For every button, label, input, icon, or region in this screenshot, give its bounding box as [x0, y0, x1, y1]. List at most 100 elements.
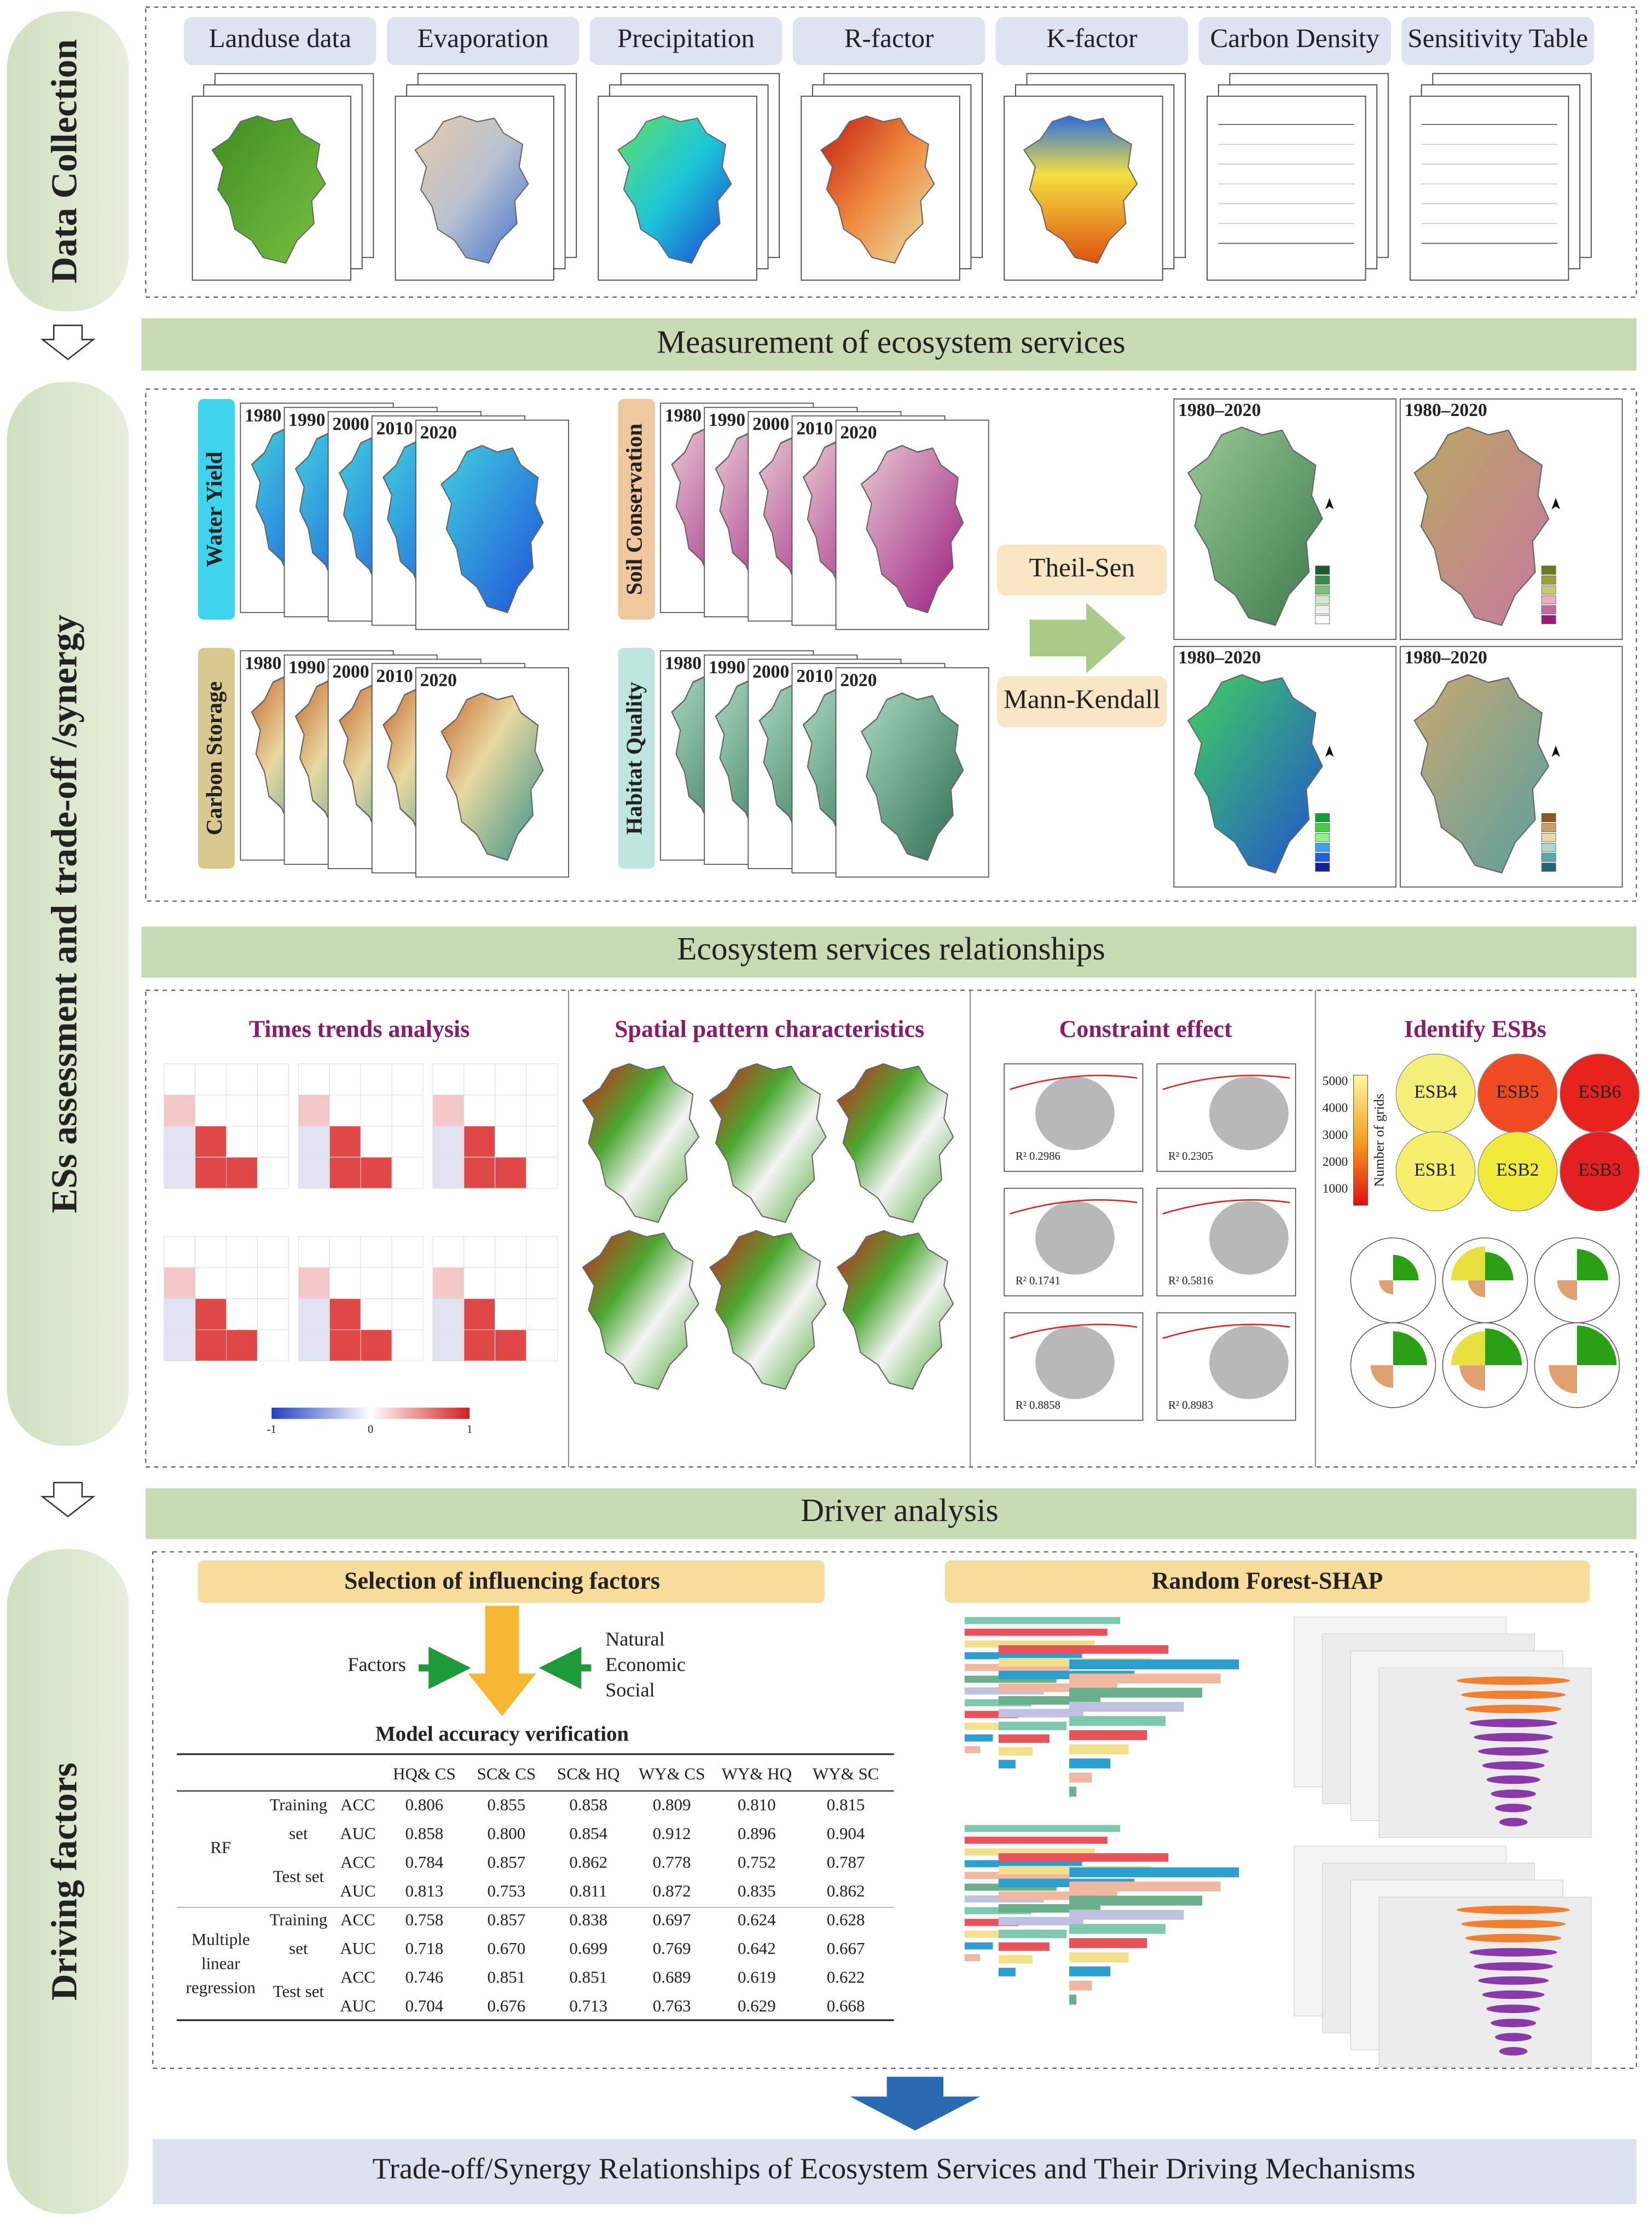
table-cell: 0.858 — [405, 1824, 444, 1843]
boundary-curve — [1162, 1323, 1290, 1339]
table-cell: 0.872 — [653, 1881, 691, 1900]
set-label-line: Training — [270, 1795, 328, 1814]
rose-wedge — [1468, 1280, 1485, 1298]
shap-bar — [998, 1955, 1033, 1964]
shap-violin — [1491, 2019, 1537, 2027]
rose-wedge — [1459, 1365, 1485, 1391]
matrix-cell — [298, 1329, 330, 1361]
shap-bar — [998, 1747, 1033, 1756]
legend-swatch — [1315, 823, 1330, 832]
page-sheet — [1410, 95, 1569, 281]
model-label-line: regression — [186, 1978, 256, 1997]
year-label: 1990 — [288, 410, 325, 430]
esb-circle — [1395, 1131, 1476, 1212]
boundary-curve — [1162, 1199, 1290, 1215]
map — [709, 1063, 827, 1223]
matrix-cell — [463, 1157, 496, 1189]
matrix-cell — [432, 1095, 465, 1126]
shap-bar — [964, 1942, 993, 1950]
matrix-cell — [391, 1329, 424, 1361]
matrix-cell — [164, 1267, 196, 1299]
shap-violin — [1461, 1919, 1566, 1928]
input-tag — [1198, 17, 1392, 65]
shap-bar — [1069, 1730, 1147, 1741]
map — [709, 1230, 827, 1390]
scatter-cloud — [1035, 1076, 1115, 1150]
rose-wedge — [1485, 1252, 1514, 1281]
period-label: 1980–2020 — [1405, 400, 1487, 420]
legend-swatch — [1541, 853, 1556, 862]
boundary-curve — [1010, 1323, 1138, 1339]
legend-swatch — [1541, 832, 1556, 842]
legend-swatch — [1541, 575, 1556, 585]
matrix-cell — [195, 1095, 227, 1126]
shap-bar — [964, 1860, 1082, 1867]
stage-bar — [141, 318, 1637, 371]
table-header: HQ& CS — [393, 1764, 456, 1783]
shap-bar — [1069, 1895, 1203, 1906]
factor-type: Social — [605, 1679, 654, 1701]
rose-wedge — [1557, 1280, 1577, 1300]
esb-label: ESB5 — [1496, 1082, 1539, 1102]
table-cell: 0.667 — [827, 1939, 865, 1958]
matrix-cell — [432, 1236, 465, 1268]
matrix-cell — [329, 1157, 361, 1189]
shap-bar — [998, 1645, 1168, 1654]
shap-bar — [1069, 1980, 1092, 1991]
fit-label: R² 0.8858 — [1016, 1400, 1060, 1412]
matrix-cell — [226, 1095, 258, 1126]
table-cell: 0.670 — [487, 1939, 525, 1958]
matrix-cell — [257, 1329, 289, 1361]
matrix-cell — [360, 1329, 392, 1361]
map — [1187, 426, 1323, 626]
matrix-cell — [463, 1329, 496, 1361]
map — [440, 444, 544, 614]
shap-violin — [1469, 1719, 1557, 1727]
period-label: 1980–2020 — [1178, 647, 1261, 668]
section-pill — [7, 11, 129, 311]
matrix-cell — [298, 1236, 330, 1268]
metric-label: ACC — [340, 1853, 375, 1872]
matrix-cell — [298, 1298, 330, 1331]
shap-violin — [1478, 1976, 1549, 1985]
input-label: R-factor — [844, 23, 934, 53]
esb-tick: 1000 — [1323, 1182, 1348, 1196]
year-label: 2000 — [332, 414, 369, 435]
matrix-cell — [495, 1236, 527, 1268]
scatter-cloud — [1209, 1201, 1289, 1275]
matrix-cell — [432, 1063, 465, 1096]
year-label: 2000 — [752, 662, 789, 682]
legend-swatch — [1541, 823, 1556, 832]
shap-bar — [964, 1836, 1108, 1844]
matrix-cell — [432, 1298, 465, 1331]
shap-bar — [1069, 1786, 1076, 1797]
sub-header — [944, 1560, 1590, 1603]
method-arrow — [1029, 603, 1126, 674]
legend-swatch — [1315, 565, 1330, 575]
stage-title: Measurement of ecosystem services — [657, 323, 1126, 360]
model-label-line: Multiple — [192, 1930, 250, 1949]
shap-violin — [1482, 1761, 1545, 1770]
colorbar — [271, 1407, 470, 1419]
input-tag — [184, 17, 376, 65]
matrix-cell — [495, 1267, 527, 1299]
matrix-cell — [226, 1298, 258, 1331]
shap-violin — [1457, 1676, 1570, 1685]
table-cell: 0.855 — [487, 1795, 525, 1814]
esb-tick: 5000 — [1323, 1074, 1348, 1089]
method-box — [997, 676, 1167, 727]
shap-bar — [998, 1721, 1066, 1731]
shap-bar — [998, 1917, 1083, 1926]
metric-label: ACC — [340, 1910, 375, 1929]
shap-bar — [1069, 1938, 1147, 1949]
shap-bar — [964, 1930, 1006, 1938]
table-cell: 0.718 — [405, 1939, 444, 1958]
matrix-cell — [526, 1267, 558, 1299]
set-label: Training set — [270, 1910, 328, 1958]
matrix-cell — [432, 1125, 465, 1158]
legend-swatch — [1541, 615, 1556, 625]
fit-label: R² 0.5816 — [1168, 1275, 1213, 1287]
set-label: Training set — [270, 1795, 328, 1843]
shap-bar — [1069, 1758, 1111, 1768]
matrix-cell — [463, 1236, 496, 1268]
